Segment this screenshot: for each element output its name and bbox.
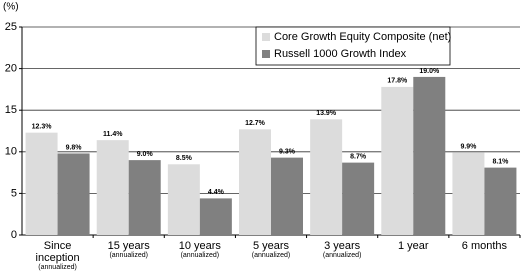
x-tick-label: 5 years [252, 240, 290, 252]
bar [96, 140, 129, 235]
value-label: 9.9% [460, 143, 477, 150]
x-tick-label-group: 1 year [379, 240, 447, 252]
value-label: 12.7% [245, 120, 266, 127]
bar [199, 198, 232, 235]
bar [57, 153, 90, 235]
legend-label: Russell 1000 Growth Index [274, 48, 407, 60]
y-tick-label: 25 [5, 21, 17, 33]
x-tick-note: (annualized) [109, 252, 148, 259]
bar [413, 76, 446, 235]
x-tick-label-group: 6 months [450, 240, 518, 252]
bar [167, 164, 200, 235]
x-tick-label-group: 3 years (annualized) [308, 240, 376, 260]
value-label: 19.0% [419, 68, 440, 75]
x-tick-label-group: 15 years (annualized) [95, 240, 163, 260]
value-label: 8.1% [492, 158, 509, 165]
value-label: 9.3% [279, 148, 296, 155]
value-label: 17.8% [387, 78, 408, 85]
y-tick-label: 0 [11, 229, 17, 241]
x-tick-label: 3 years [324, 240, 361, 252]
value-label: 8.7% [350, 153, 367, 160]
y-tick-label: 10 [5, 146, 17, 158]
legend-swatch [262, 33, 270, 41]
value-label: 11.4% [103, 131, 123, 138]
value-label: 8.5% [176, 155, 193, 162]
bar [25, 132, 58, 235]
y-axis-label: (%) [3, 2, 19, 13]
x-tick-label: 10 years [178, 240, 221, 252]
x-tick-label: Since inception [35, 240, 80, 264]
bar [239, 129, 271, 235]
value-label: 4.4% [208, 189, 225, 196]
x-tick-note: (annualized) [38, 264, 77, 271]
value-label: 9.8% [66, 144, 83, 151]
x-tick-label: 15 years [107, 240, 150, 252]
legend-box [255, 26, 451, 66]
x-tick-note: (annualized) [180, 252, 220, 259]
x-tick-note: (annualized) [322, 252, 362, 259]
x-tick-label: 6 months [461, 240, 508, 252]
bar [381, 86, 414, 236]
bar [342, 162, 375, 235]
x-tick-label-group: 10 years (annualized) [166, 240, 234, 260]
legend-swatch [262, 50, 270, 58]
bar [484, 167, 517, 235]
y-tick-label: 5 [11, 187, 17, 199]
bar [271, 157, 303, 235]
x-tick-label-group: 5 years (annualized) [237, 240, 305, 260]
value-label: 12.3% [32, 124, 53, 131]
y-tick-label: 15 [5, 104, 17, 116]
bar [128, 160, 161, 235]
x-tick-note: (annualized) [251, 252, 291, 259]
value-label: 13.9% [316, 110, 337, 117]
bar [452, 152, 485, 235]
legend-label: Core Growth Equity Composite (net) [274, 31, 451, 43]
x-tick-label: 1 year [397, 240, 429, 252]
x-tick-label-group: Since inception (annualized) [24, 240, 92, 272]
y-tick-label: 20 [5, 63, 17, 75]
bar [310, 119, 343, 235]
value-label: 9.0% [137, 151, 154, 158]
